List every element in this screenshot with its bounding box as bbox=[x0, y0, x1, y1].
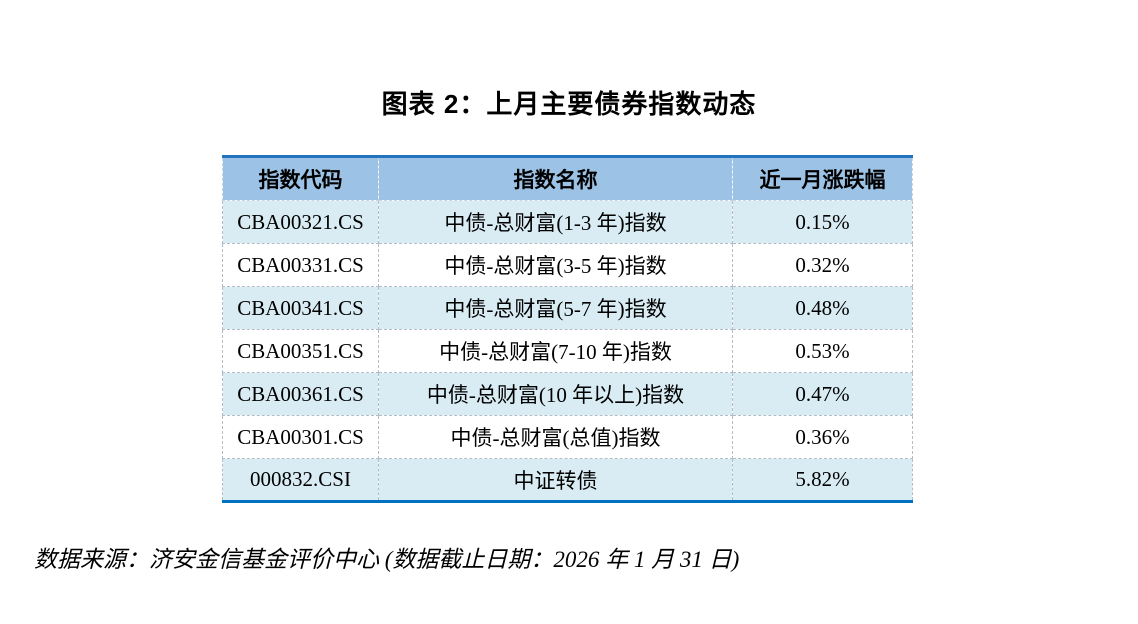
cell-index-name: 中债-总财富(3-5 年)指数 bbox=[378, 243, 733, 287]
table-row: CBA00301.CS 中债-总财富(总值)指数 0.36% bbox=[222, 415, 913, 459]
cell-index-name: 中债-总财富(1-3 年)指数 bbox=[378, 200, 733, 244]
table-row: CBA00341.CS 中债-总财富(5-7 年)指数 0.48% bbox=[222, 286, 913, 330]
column-header-index-code: 指数代码 bbox=[222, 156, 379, 201]
cell-index-name: 中债-总财富(5-7 年)指数 bbox=[378, 286, 733, 330]
cell-month-change: 0.47% bbox=[732, 372, 913, 416]
table-header-row: 指数代码 指数名称 近一月涨跌幅 bbox=[222, 156, 913, 201]
cell-index-code: CBA00341.CS bbox=[222, 286, 379, 330]
cell-index-name: 中债-总财富(10 年以上)指数 bbox=[378, 372, 733, 416]
table-row: CBA00321.CS 中债-总财富(1-3 年)指数 0.15% bbox=[222, 200, 913, 244]
cell-month-change: 0.53% bbox=[732, 329, 913, 373]
column-header-month-change: 近一月涨跌幅 bbox=[732, 156, 913, 201]
cell-index-code: 000832.CSI bbox=[222, 458, 379, 502]
bond-index-table-container: 指数代码 指数名称 近一月涨跌幅 CBA00321.CS 中债-总财富(1-3 … bbox=[222, 155, 913, 503]
cell-index-name: 中证转债 bbox=[378, 458, 733, 502]
cell-index-code: CBA00331.CS bbox=[222, 243, 379, 287]
bond-index-table: 指数代码 指数名称 近一月涨跌幅 CBA00321.CS 中债-总财富(1-3 … bbox=[222, 155, 913, 503]
cell-month-change: 0.32% bbox=[732, 243, 913, 287]
cell-index-code: CBA00321.CS bbox=[222, 200, 379, 244]
cell-month-change: 0.36% bbox=[732, 415, 913, 459]
cell-index-code: CBA00301.CS bbox=[222, 415, 379, 459]
table-row: CBA00331.CS 中债-总财富(3-5 年)指数 0.32% bbox=[222, 243, 913, 287]
cell-index-name: 中债-总财富(7-10 年)指数 bbox=[378, 329, 733, 373]
cell-month-change: 0.15% bbox=[732, 200, 913, 244]
table-row: CBA00351.CS 中债-总财富(7-10 年)指数 0.53% bbox=[222, 329, 913, 373]
cell-index-name: 中债-总财富(总值)指数 bbox=[378, 415, 733, 459]
table-row: CBA00361.CS 中债-总财富(10 年以上)指数 0.47% bbox=[222, 372, 913, 416]
cell-month-change: 5.82% bbox=[732, 458, 913, 502]
cell-month-change: 0.48% bbox=[732, 286, 913, 330]
cell-index-code: CBA00361.CS bbox=[222, 372, 379, 416]
data-source-note: 数据来源：济安金信基金评价中心 (数据截止日期：2026 年 1 月 31 日) bbox=[34, 547, 740, 572]
column-header-index-name: 指数名称 bbox=[378, 156, 733, 201]
table-row: 000832.CSI 中证转债 5.82% bbox=[222, 458, 913, 502]
cell-index-code: CBA00351.CS bbox=[222, 329, 379, 373]
figure-title: 图表 2：上月主要债券指数动态 bbox=[381, 89, 757, 119]
